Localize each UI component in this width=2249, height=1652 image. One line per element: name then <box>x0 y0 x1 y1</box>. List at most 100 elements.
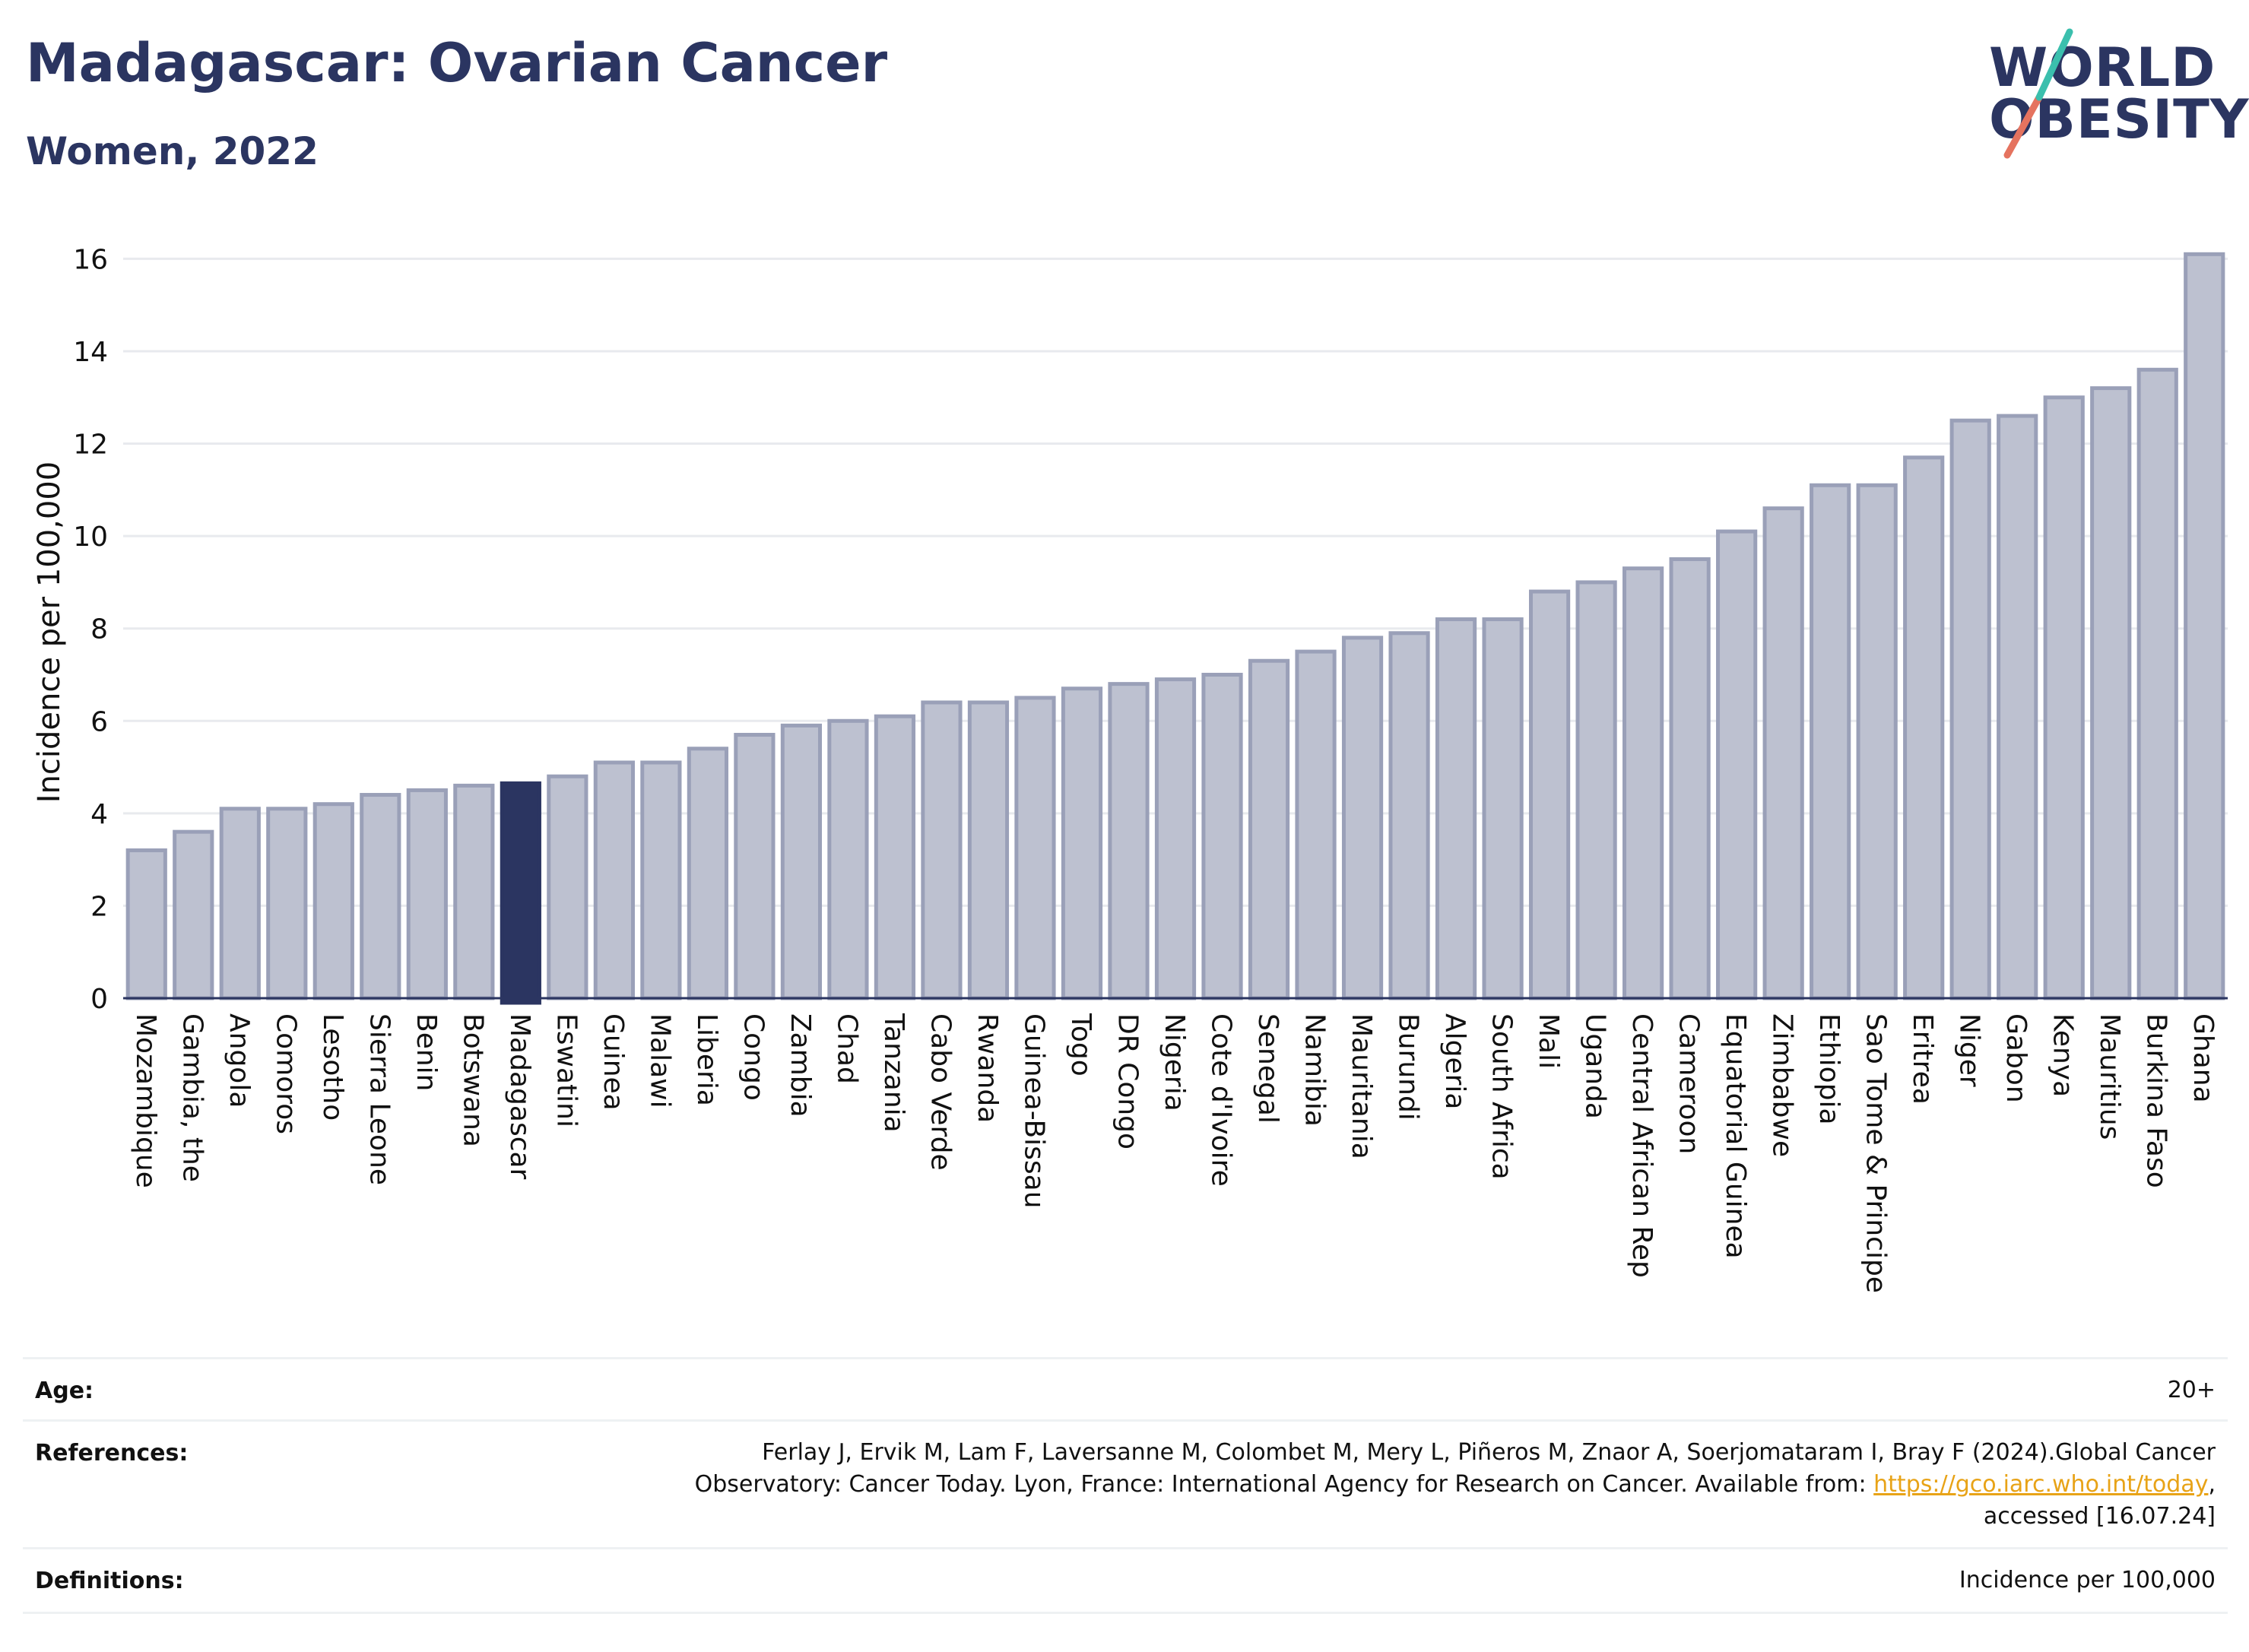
x-tick-label: Sao Tome & Principe <box>1860 1013 1892 1293</box>
x-tick-label: Algeria <box>1439 1013 1470 1110</box>
bar <box>734 733 776 1000</box>
logo-text-line1: WORLD <box>1989 36 2216 99</box>
references-line2-text: Observatory: Cancer Today. Lyon, France:… <box>694 1471 1874 1498</box>
bar <box>312 802 354 1000</box>
references-line1: Ferlay J, Ervik M, Lam F, Laversanne M, … <box>762 1439 2216 1466</box>
bar <box>1482 617 1524 1000</box>
x-tick-label: Ethiopia <box>1813 1013 1845 1125</box>
bar <box>1295 649 1337 1000</box>
bar <box>1716 529 1758 1000</box>
bar <box>1248 658 1290 1000</box>
chart-subtitle: Women, 2022 <box>26 129 319 173</box>
bar <box>1061 686 1103 1000</box>
definitions-value: Incidence per 100,000 <box>1959 1567 2216 1593</box>
x-tick-label: Cabo Verde <box>925 1013 956 1171</box>
x-tick-label: Gambia, the <box>176 1013 208 1182</box>
x-tick-label: Senegal <box>1252 1013 1283 1124</box>
x-tick-label: Uganda <box>1580 1013 1611 1119</box>
bar <box>780 723 823 1000</box>
bar <box>1949 418 1991 1000</box>
references-link[interactable]: https://gco.iarc.who.int/today <box>1873 1471 2209 1498</box>
y-axis-label: Incidence per 100,000 <box>32 461 67 804</box>
bar <box>1528 589 1571 1000</box>
bar <box>640 760 682 1000</box>
references-line3: accessed [16.07.24] <box>1983 1503 2216 1530</box>
x-tick-label: Mauritania <box>1346 1013 1377 1159</box>
x-tick-label: Eswatini <box>550 1013 582 1127</box>
info-row-age: Age: 20+ <box>23 1357 2228 1422</box>
x-tick-label: Mali <box>1533 1013 1564 1069</box>
x-tick-label: Central African Rep <box>1626 1013 1657 1278</box>
x-tick-label: Zambia <box>785 1013 816 1118</box>
bar <box>1623 566 1664 1000</box>
x-tick-label: Comoros <box>270 1013 301 1134</box>
x-tick-label: Guinea <box>598 1013 629 1111</box>
bar <box>1341 636 1384 1000</box>
chart-title: Madagascar: Ovarian Cancer <box>26 32 888 94</box>
bar <box>360 793 401 1000</box>
logo-text-line2: OBESITY <box>1989 88 2249 151</box>
bar <box>1997 414 2038 1000</box>
definitions-label: Definitions: <box>35 1568 184 1594</box>
x-tick-label: Burundi <box>1393 1013 1424 1121</box>
bar <box>219 807 261 1000</box>
bar <box>1201 672 1243 1000</box>
x-tick-label: Zimbabwe <box>1767 1013 1798 1157</box>
x-tick-label: Cameroon <box>1673 1013 1705 1154</box>
bar <box>921 700 963 1000</box>
x-tick-label: Madagascar <box>504 1013 535 1180</box>
bar <box>1810 483 1851 1000</box>
y-tick-label: 8 <box>90 614 108 645</box>
bar <box>2090 386 2132 1000</box>
info-row-definitions: Definitions: Incidence per 100,000 <box>23 1547 2228 1614</box>
bar <box>1108 682 1150 1000</box>
bar-chart: 0 2 4 6 8 10 12 14 16 Mozambique Gambia, the Angol… <box>32 244 2228 1293</box>
x-tick-label: Liberia <box>691 1013 722 1106</box>
bar <box>967 700 1010 1000</box>
bar <box>125 848 167 1000</box>
bar <box>2136 367 2178 1000</box>
x-tick-label: Congo <box>738 1013 769 1101</box>
x-tick-label: Chad <box>831 1013 862 1084</box>
x-tick-label: Gabon <box>2000 1013 2032 1103</box>
x-tick-label: Botswana <box>457 1013 488 1147</box>
bar <box>500 781 541 1005</box>
bar <box>687 747 728 1000</box>
y-tick-label: 16 <box>73 244 108 275</box>
bar <box>1014 696 1056 1000</box>
bar <box>2043 395 2085 1000</box>
bar <box>266 807 308 1000</box>
x-axis-ticks: Mozambique Gambia, the Angola Comoros Lesoth… <box>130 1013 2219 1293</box>
references-line2-comma: , <box>2208 1471 2216 1498</box>
bar <box>173 829 214 1000</box>
y-tick-label: 6 <box>90 706 108 737</box>
references-value: Ferlay J, Ervik M, Lam F, Laversanne M, … <box>695 1437 2216 1533</box>
bars <box>125 252 2225 1005</box>
bar <box>1856 483 1898 1000</box>
age-value: 20+ <box>2167 1377 2216 1403</box>
x-tick-label: Namibia <box>1299 1013 1331 1127</box>
bar <box>1669 557 1711 1000</box>
y-tick-label: 2 <box>90 891 108 922</box>
bar <box>547 774 588 1000</box>
x-tick-label: Malawi <box>644 1013 675 1108</box>
y-tick-label: 10 <box>73 522 108 553</box>
x-tick-label: Mauritius <box>2094 1013 2125 1140</box>
x-tick-label: Mozambique <box>130 1013 161 1188</box>
bar <box>2184 252 2225 1000</box>
x-tick-label: Cote d'Ivoire <box>1206 1013 1237 1187</box>
bar <box>593 760 635 1000</box>
x-tick-label: DR Congo <box>1112 1013 1143 1149</box>
y-tick-label: 14 <box>73 337 108 368</box>
x-tick-label: Rwanda <box>972 1013 1003 1123</box>
x-tick-label: Kenya <box>2048 1013 2079 1097</box>
x-tick-label: Ghana <box>2187 1013 2219 1103</box>
bar <box>1435 617 1477 1000</box>
bar <box>1903 455 1945 1000</box>
x-tick-label: Niger <box>1954 1013 1985 1087</box>
bar <box>874 714 916 1000</box>
y-tick-label: 0 <box>90 984 108 1015</box>
references-line2: Observatory: Cancer Today. Lyon, France:… <box>695 1469 2216 1501</box>
world-obesity-logo: WORLD OBESITY <box>1977 21 2249 166</box>
x-tick-label: Togo <box>1065 1013 1096 1076</box>
